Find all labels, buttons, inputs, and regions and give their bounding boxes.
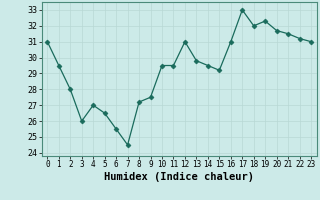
X-axis label: Humidex (Indice chaleur): Humidex (Indice chaleur) — [104, 172, 254, 182]
